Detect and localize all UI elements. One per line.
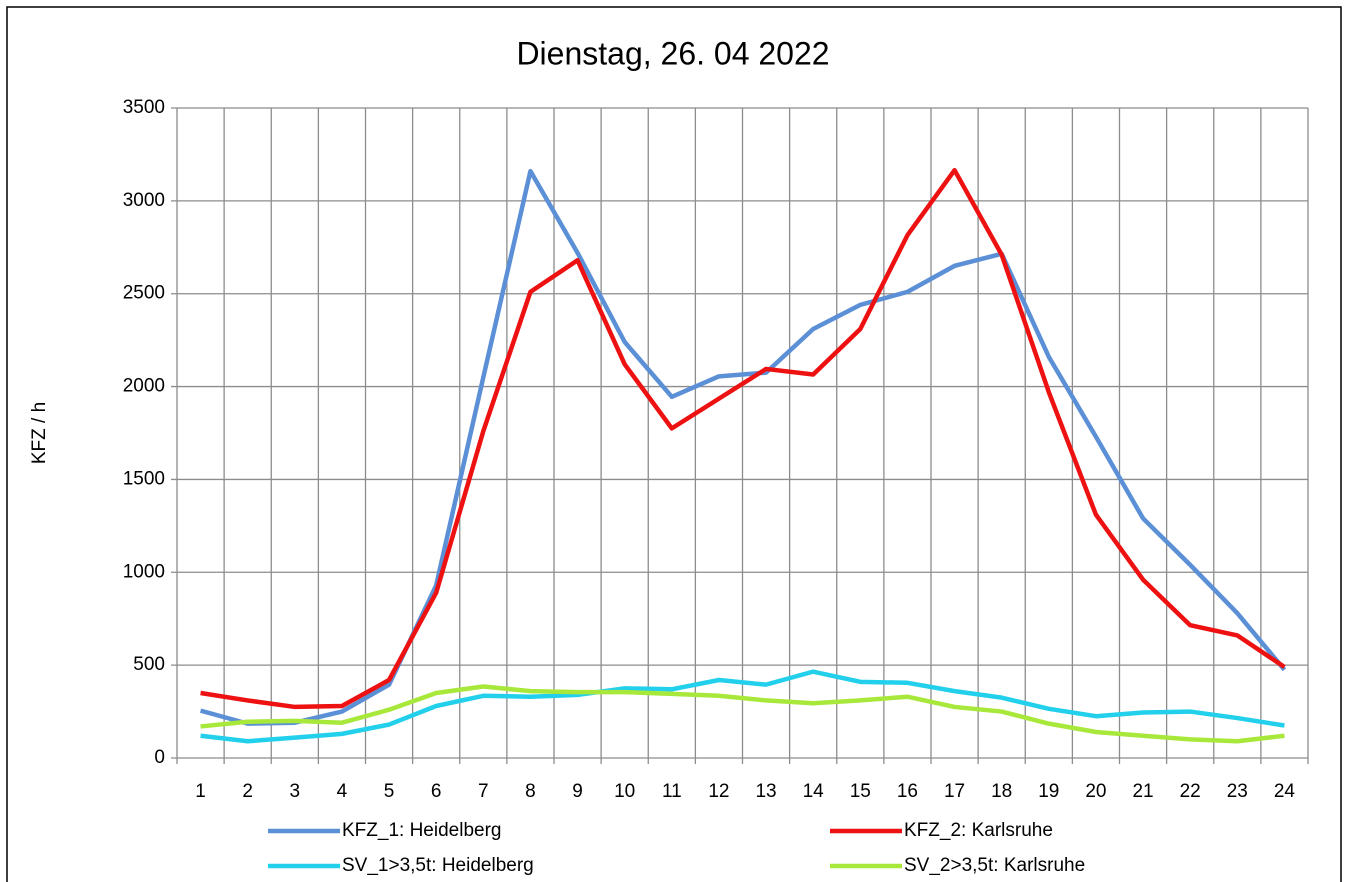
y-tick-label: 1500 xyxy=(123,468,165,489)
y-tick-label: 3000 xyxy=(123,190,165,211)
x-tick-label: 24 xyxy=(1274,781,1296,802)
series-line xyxy=(200,669,1285,744)
chart-title: Dienstag, 26. 04 2022 xyxy=(516,35,829,71)
y-axis-label: KFZ / h xyxy=(29,402,50,464)
series-line xyxy=(199,168,1287,726)
y-tick-label: 2500 xyxy=(123,283,165,304)
x-tick-label: 17 xyxy=(944,781,965,802)
legend-label: SV_1>3,5t: Heidelberg xyxy=(342,855,534,876)
x-tick-label: 6 xyxy=(431,781,442,802)
x-tick-label: 10 xyxy=(614,781,635,802)
x-tick-label: 15 xyxy=(850,781,871,802)
x-tick-label: 4 xyxy=(337,781,348,802)
x-tick-label: 3 xyxy=(290,781,301,802)
y-tick-label: 1000 xyxy=(123,561,165,582)
legend-label: KFZ_2: Karlsruhe xyxy=(904,820,1053,841)
x-tick-label: 20 xyxy=(1085,781,1106,802)
legend-label: SV_2>3,5t: Karlsruhe xyxy=(904,855,1085,876)
x-tick-label: 1 xyxy=(195,781,206,802)
x-tick-label: 8 xyxy=(525,781,536,802)
chart-border xyxy=(6,6,1342,882)
x-tick-label: 14 xyxy=(803,781,825,802)
x-tick-label: 5 xyxy=(384,781,395,802)
legend-label: KFZ_1: Heidelberg xyxy=(342,820,501,841)
x-tick-label: 11 xyxy=(662,781,682,802)
x-tick-label: 21 xyxy=(1132,781,1153,802)
x-tick-label: 18 xyxy=(991,781,1012,802)
x-tick-label: 9 xyxy=(572,781,583,802)
y-tick-label: 3500 xyxy=(123,97,165,118)
y-tick-label: 2000 xyxy=(123,376,165,397)
x-tick-label: 12 xyxy=(708,781,729,802)
x-tick-label: 16 xyxy=(897,781,918,802)
series-line xyxy=(200,684,1285,744)
y-tick-label: 0 xyxy=(154,747,165,768)
x-tick-label: 23 xyxy=(1227,781,1248,802)
x-tick-label: 7 xyxy=(478,781,489,802)
x-tick-label: 2 xyxy=(242,781,253,802)
x-tick-label: 22 xyxy=(1180,781,1201,802)
x-tick-label: 19 xyxy=(1038,781,1059,802)
y-tick-label: 500 xyxy=(133,654,165,675)
series-line xyxy=(200,167,1286,710)
x-tick-label: 13 xyxy=(755,781,776,802)
